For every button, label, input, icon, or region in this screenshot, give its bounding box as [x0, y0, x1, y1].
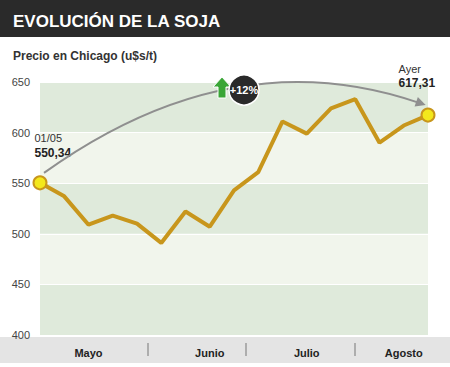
svg-text:Mayo: Mayo: [74, 347, 102, 359]
svg-text:Agosto: Agosto: [385, 347, 423, 359]
svg-text:EVOLUCIÓN DE LA SOJA: EVOLUCIÓN DE LA SOJA: [13, 12, 220, 31]
svg-text:Ayer: Ayer: [399, 63, 422, 75]
svg-text:550: 550: [12, 177, 30, 189]
svg-text:400: 400: [12, 329, 30, 341]
svg-text:Precio en Chicago (u$s/t): Precio en Chicago (u$s/t): [13, 49, 157, 63]
svg-text:01/05: 01/05: [35, 132, 63, 144]
svg-text:650: 650: [12, 76, 30, 88]
svg-text:550,34: 550,34: [34, 145, 72, 160]
svg-text:600: 600: [12, 127, 30, 139]
svg-text:Julio: Julio: [294, 347, 320, 359]
svg-text:450: 450: [12, 278, 30, 290]
svg-text:+12%: +12%: [230, 84, 259, 96]
svg-text:500: 500: [12, 228, 30, 240]
svg-text:Junio: Junio: [195, 347, 225, 359]
svg-text:617,31: 617,31: [399, 76, 436, 90]
